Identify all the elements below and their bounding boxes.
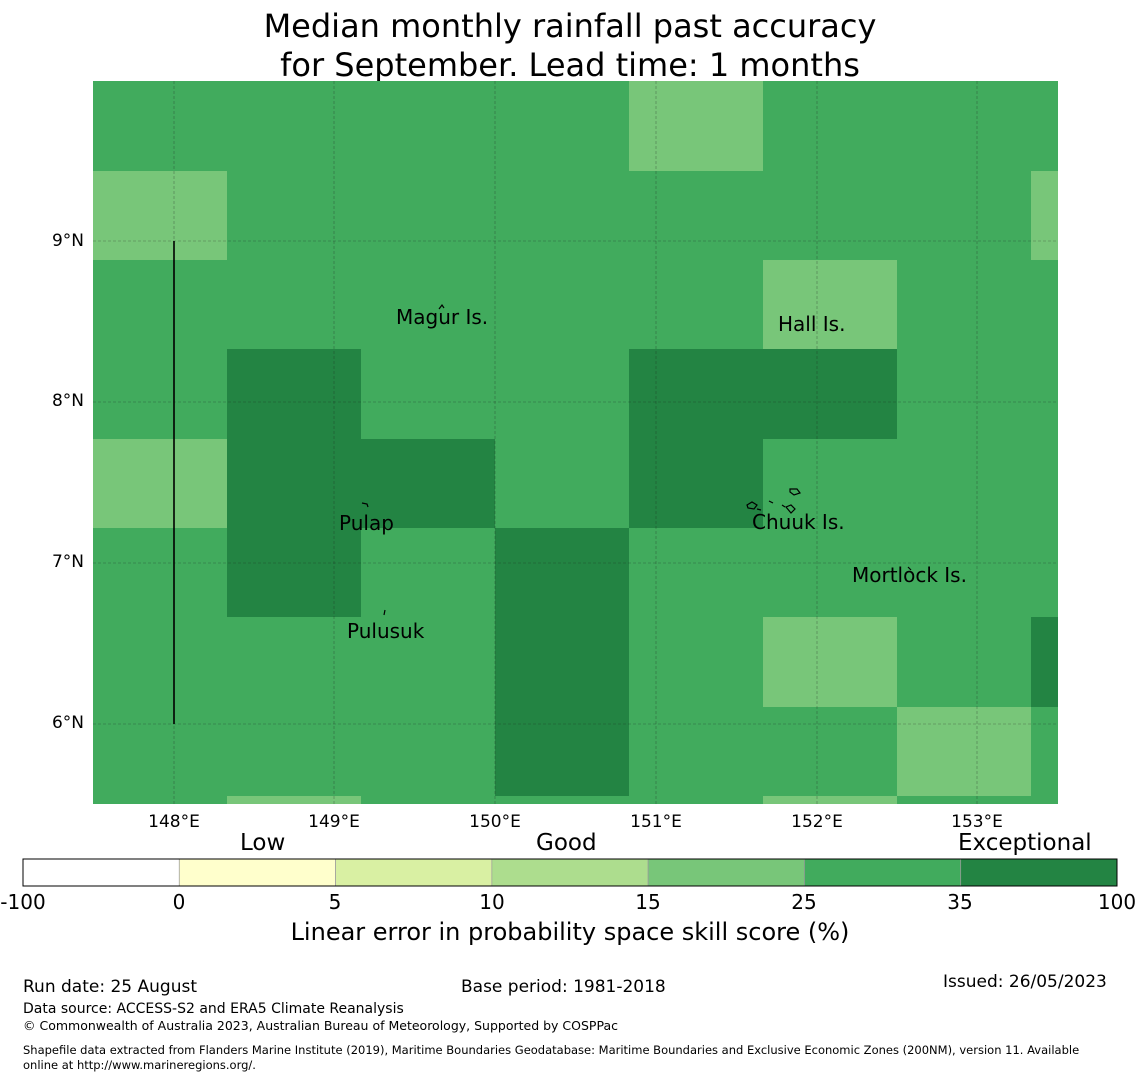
colorbar-segment bbox=[178, 858, 336, 887]
colorbar-tick: 5 bbox=[328, 890, 342, 914]
x-tick-label: 151°E bbox=[630, 812, 682, 832]
skill-cell-light bbox=[93, 171, 227, 260]
base-period: Base period: 1981-2018 bbox=[461, 977, 666, 997]
category-exceptional: Exceptional bbox=[958, 830, 1092, 856]
skill-cell-dark bbox=[1031, 617, 1058, 707]
pulap-island-outline bbox=[361, 502, 369, 508]
copyright: © Commonwealth of Australia 2023, Austra… bbox=[23, 1018, 618, 1033]
skill-map bbox=[93, 81, 1058, 804]
colorbar bbox=[22, 858, 1118, 887]
skill-cell-light bbox=[897, 707, 1031, 796]
skill-cell-light bbox=[763, 617, 897, 707]
place-label-mortlock: Mortlock Is. bbox=[852, 563, 967, 587]
colorbar-segment bbox=[647, 858, 805, 887]
x-tick-label: 149°E bbox=[308, 812, 360, 832]
run-date: Run date: 25 August bbox=[23, 977, 197, 997]
colorbar-segment bbox=[960, 858, 1118, 887]
shapefile-credit-line1: Shapefile data extracted from Flanders M… bbox=[23, 1043, 1080, 1057]
place-label-pulusuk: Pulusuk bbox=[347, 619, 425, 643]
skill-cell-light bbox=[629, 81, 763, 171]
magur-island-outline bbox=[438, 303, 445, 310]
colorbar-label: Linear error in probability space skill … bbox=[290, 918, 850, 946]
y-tick-label: 8°N bbox=[51, 391, 84, 411]
category-good: Good bbox=[536, 830, 597, 856]
skill-cell-dark bbox=[629, 439, 763, 528]
colorbar-tick: 25 bbox=[791, 890, 817, 914]
colorbar-tick: 0 bbox=[172, 890, 186, 914]
category-low: Low bbox=[240, 830, 286, 856]
shapefile-credit-line2: online at http://www.marineregions.org/. bbox=[23, 1058, 256, 1072]
mortlock-island-outline bbox=[907, 566, 912, 571]
skill-cell-dark bbox=[361, 439, 495, 528]
skill-cell-light bbox=[763, 260, 897, 349]
skill-cell-light bbox=[93, 439, 227, 528]
place-label-hall: Hall Is. bbox=[778, 312, 846, 336]
colorbar-frame bbox=[22, 858, 1118, 887]
colorbar-segment bbox=[491, 858, 649, 887]
colorbar-segment bbox=[335, 858, 493, 887]
x-tick-label: 152°E bbox=[791, 812, 843, 832]
skill-cell-dark bbox=[629, 349, 897, 439]
place-label-magur: Magur Is. bbox=[396, 305, 489, 329]
colorbar-tick: -100 bbox=[0, 890, 46, 914]
colorbar-tick: 15 bbox=[635, 890, 661, 914]
skill-cell-light bbox=[763, 796, 897, 804]
colorbar-tick: 10 bbox=[479, 890, 505, 914]
y-tick-label: 7°N bbox=[51, 552, 84, 572]
place-label-pulap: Pulap bbox=[339, 511, 394, 535]
x-tick-label: 153°E bbox=[951, 812, 1003, 832]
skill-cell-dark bbox=[495, 528, 629, 796]
y-tick-label: 6°N bbox=[51, 713, 84, 733]
skill-cell-dark bbox=[227, 349, 361, 617]
colorbar-tick: 35 bbox=[947, 890, 973, 914]
chart-title-line1: Median monthly rainfall past accuracy bbox=[263, 7, 877, 45]
issued-date: Issued: 26/05/2023 bbox=[943, 972, 1107, 992]
chuuk-lagoon-outline bbox=[746, 488, 801, 514]
data-source: Data source: ACCESS-S2 and ERA5 Climate … bbox=[23, 1001, 404, 1017]
colorbar-tick: 100 bbox=[1097, 890, 1137, 914]
place-label-chuuk: Chuuk Is. bbox=[752, 510, 845, 534]
skill-cell-light bbox=[1031, 171, 1058, 260]
x-tick-label: 150°E bbox=[469, 812, 521, 832]
colorbar-segment bbox=[22, 858, 180, 887]
x-tick-label: 148°E bbox=[148, 812, 200, 832]
chart-title-line2: for September. Lead time: 1 months bbox=[280, 46, 860, 84]
colorbar-segment bbox=[804, 858, 962, 887]
y-tick-label: 9°N bbox=[51, 231, 84, 251]
skill-cell-light bbox=[227, 796, 361, 804]
pulusuk-island-outline bbox=[383, 609, 386, 616]
